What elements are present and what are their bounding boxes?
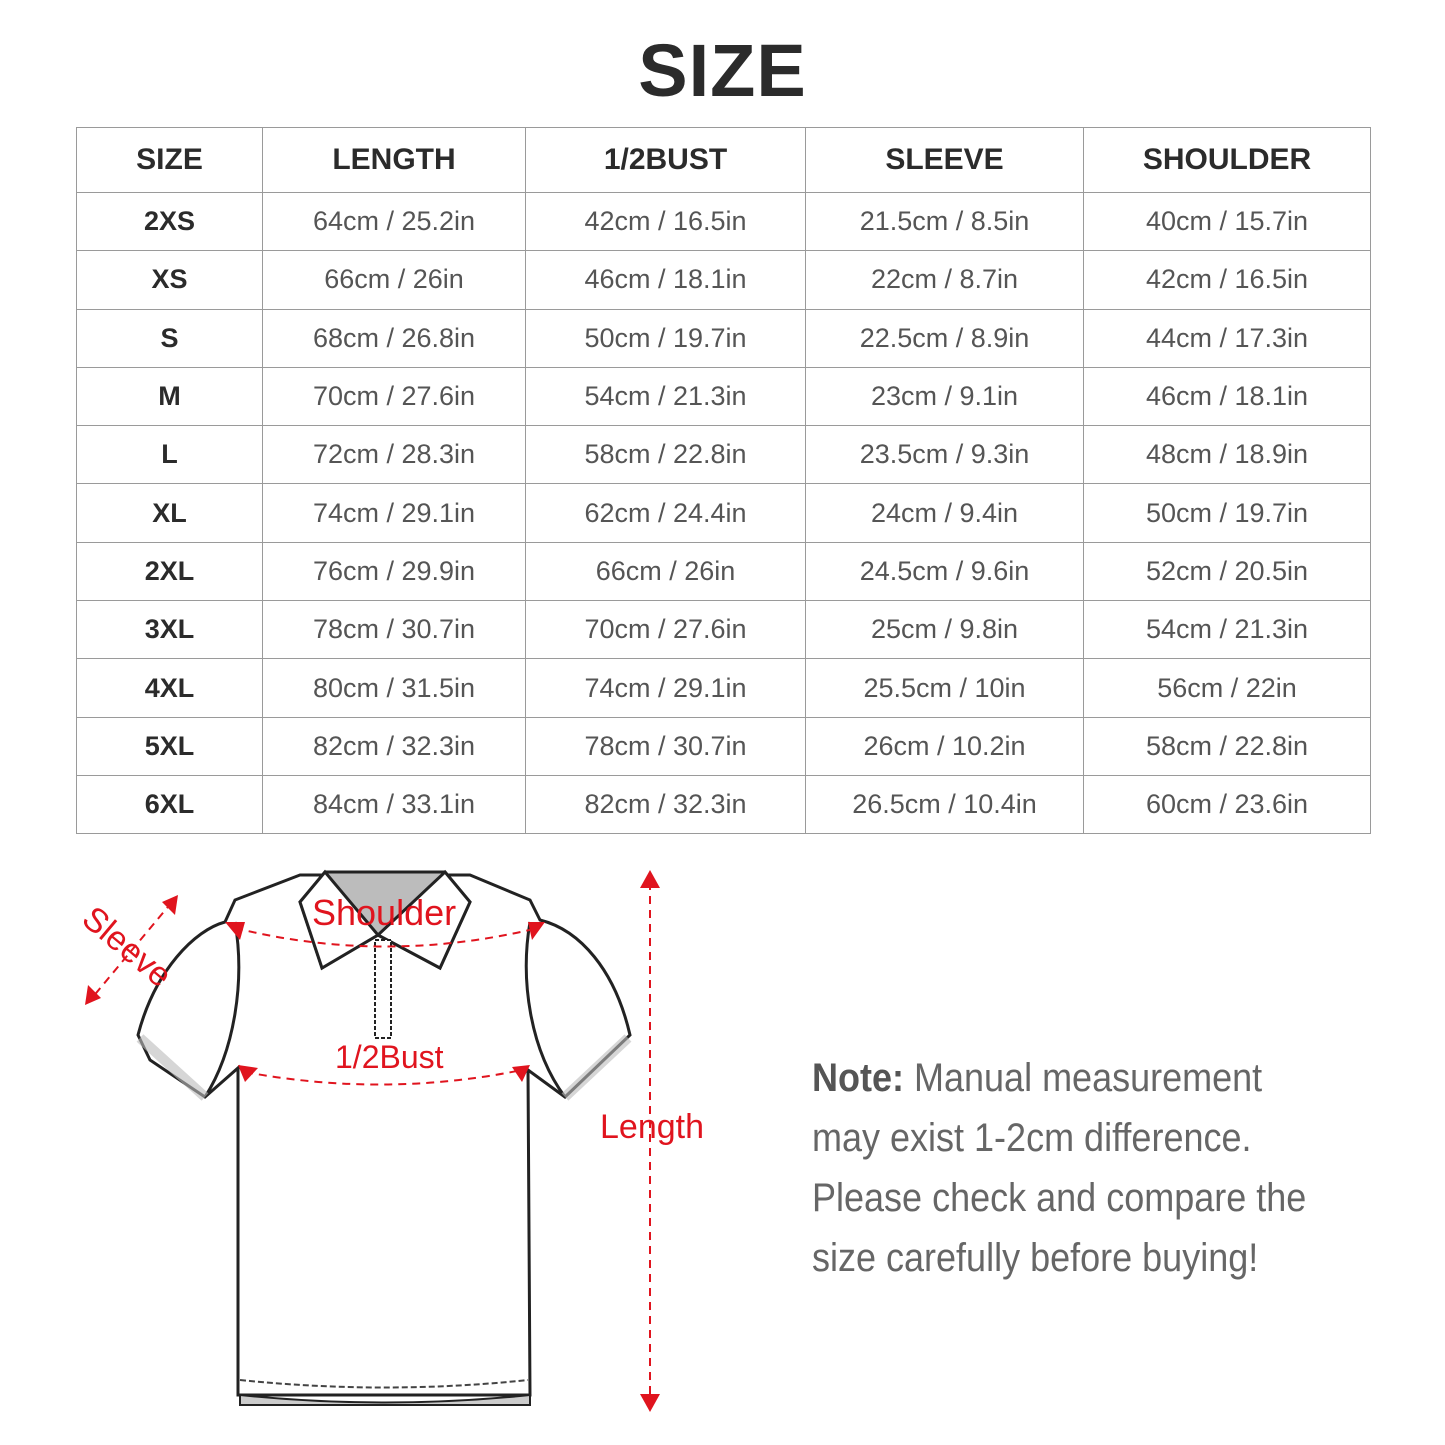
size-cell: L <box>76 425 263 485</box>
measurement-cell: 46cm / 18.1in <box>1083 366 1371 427</box>
measurement-cell: 66cm / 26in <box>525 541 806 602</box>
measurement-cell: 22cm / 8.7in <box>805 250 1084 310</box>
note-label: Note: <box>812 1056 904 1100</box>
size-cell: 2XS <box>76 191 263 252</box>
table-row: L 72cm / 28.3in 58cm / 22.8in 23.5cm / 9.3i… <box>76 425 1371 485</box>
bust-label: 1/2Bust <box>335 1039 444 1075</box>
measurement-cell: 50cm / 19.7in <box>525 308 806 368</box>
measurement-cell: 74cm / 29.1in <box>525 658 806 718</box>
size-cell: 2XL <box>76 541 263 602</box>
size-cell: S <box>76 308 263 368</box>
measurement-cell: 40cm / 15.7in <box>1083 191 1371 252</box>
table-row: XL 74cm / 29.1in 62cm / 24.4in 24cm / 9.4in… <box>76 483 1371 543</box>
column-header: 1/2BUST <box>525 127 806 193</box>
measurement-cell: 60cm / 23.6in <box>1083 774 1371 835</box>
measurement-cell: 66cm / 26in <box>262 250 526 310</box>
size-cell: XL <box>76 483 263 543</box>
size-cell: 4XL <box>76 658 263 718</box>
measurement-cell: 23cm / 9.1in <box>805 366 1084 427</box>
measurement-cell: 26.5cm / 10.4in <box>805 774 1084 835</box>
table-row: M 70cm / 27.6in 54cm / 21.3in 23cm / 9.1in 4… <box>76 366 1371 427</box>
measurement-cell: 50cm / 19.7in <box>1083 483 1371 543</box>
measurement-cell: 56cm / 22in <box>1083 658 1371 718</box>
measurement-cell: 70cm / 27.6in <box>525 600 806 660</box>
size-cell: 3XL <box>76 600 263 660</box>
table-row: 3XL 78cm / 30.7in 70cm / 27.6in 25cm / 9.8i… <box>76 600 1371 660</box>
column-header: SHOULDER <box>1083 127 1371 193</box>
measurement-cell: 84cm / 33.1in <box>262 774 526 835</box>
size-table: SIZE LENGTH 1/2BUST SLEEVE SHOULDER 2XS 64cm … <box>76 127 1371 835</box>
measurement-cell: 25.5cm / 10in <box>805 658 1084 718</box>
measurement-cell: 82cm / 32.3in <box>262 716 526 776</box>
measurement-cell: 78cm / 30.7in <box>525 716 806 776</box>
table-row: 2XS 64cm / 25.2in 42cm / 16.5in 21.5cm / 8.… <box>76 191 1371 252</box>
measurement-cell: 26cm / 10.2in <box>805 716 1084 776</box>
measurement-cell: 22.5cm / 8.9in <box>805 308 1084 368</box>
page-title: SIZE <box>638 29 807 112</box>
measurement-cell: 46cm / 18.1in <box>525 250 806 310</box>
table-row: 5XL 82cm / 32.3in 78cm / 30.7in 26cm / 10.2… <box>76 716 1371 776</box>
measurement-cell: 42cm / 16.5in <box>525 191 806 252</box>
measurement-cell: 58cm / 22.8in <box>1083 716 1371 776</box>
column-header: SIZE <box>76 127 263 193</box>
polo-shirt-measurement-diagram: Shoulder 1/2Bust Length Sleeve <box>75 869 704 1412</box>
table-row: 4XL 80cm / 31.5in 74cm / 29.1in 25.5cm / 10… <box>76 658 1371 718</box>
measurement-cell: 52cm / 20.5in <box>1083 541 1371 602</box>
measurement-cell: 44cm / 17.3in <box>1083 308 1371 368</box>
shoulder-label: Shoulder <box>312 892 456 933</box>
table-row: 6XL 84cm / 33.1in 82cm / 32.3in 26.5cm / 10… <box>76 774 1371 835</box>
measurement-cell: 70cm / 27.6in <box>262 366 526 427</box>
table-row: 2XL 76cm / 29.9in 66cm / 26in 24.5cm / 9.6i… <box>76 541 1371 602</box>
measurement-cell: 68cm / 26.8in <box>262 308 526 368</box>
measurement-cell: 72cm / 28.3in <box>262 425 526 485</box>
measurement-cell: 80cm / 31.5in <box>262 658 526 718</box>
size-cell: 6XL <box>76 774 263 835</box>
measurement-cell: 78cm / 30.7in <box>262 600 526 660</box>
measurement-cell: 54cm / 21.3in <box>1083 600 1371 660</box>
measurement-cell: 42cm / 16.5in <box>1083 250 1371 310</box>
note-text: Note: Manual measurement may exist 1-2cm… <box>812 1048 1334 1288</box>
measurement-cell: 48cm / 18.9in <box>1083 425 1371 485</box>
measurement-cell: 64cm / 25.2in <box>262 191 526 252</box>
measurement-cell: 76cm / 29.9in <box>262 541 526 602</box>
size-cell: XS <box>76 250 263 310</box>
measurement-cell: 54cm / 21.3in <box>525 366 806 427</box>
length-label: Length <box>600 1108 704 1146</box>
column-header: LENGTH <box>262 127 526 193</box>
column-header: SLEEVE <box>805 127 1084 193</box>
size-cell: 5XL <box>76 716 263 776</box>
note-body: Manual measurement may exist 1-2cm diffe… <box>812 1056 1307 1280</box>
measurement-cell: 24.5cm / 9.6in <box>805 541 1084 602</box>
table-header-row: SIZE LENGTH 1/2BUST SLEEVE SHOULDER <box>76 127 1371 193</box>
measurement-cell: 62cm / 24.4in <box>525 483 806 543</box>
table-row: S 68cm / 26.8in 50cm / 19.7in 22.5cm / 8.9i… <box>76 308 1371 368</box>
measurement-cell: 23.5cm / 9.3in <box>805 425 1084 485</box>
shirt-outline <box>136 873 632 1397</box>
measurement-cell: 82cm / 32.3in <box>525 774 806 835</box>
measurement-cell: 25cm / 9.8in <box>805 600 1084 660</box>
measurement-cell: 58cm / 22.8in <box>525 425 806 485</box>
measurement-cell: 21.5cm / 8.5in <box>805 191 1084 252</box>
size-cell: M <box>76 366 263 427</box>
measurement-cell: 24cm / 9.4in <box>805 483 1084 543</box>
measurement-cell: 74cm / 29.1in <box>262 483 526 543</box>
table-row: XS 66cm / 26in 46cm / 18.1in 22cm / 8.7in 42… <box>76 250 1371 310</box>
